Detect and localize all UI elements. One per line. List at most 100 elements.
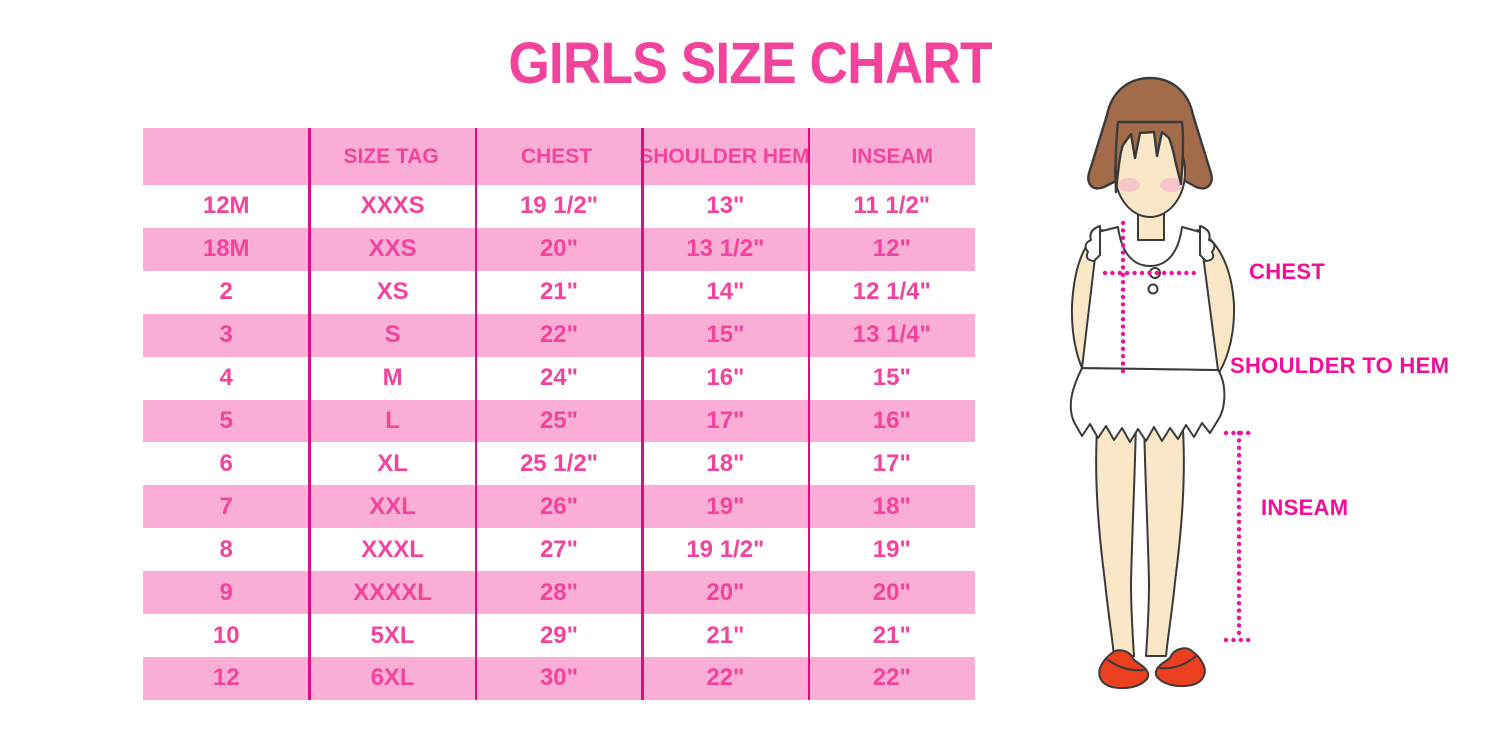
table-cell: 13" <box>706 192 745 220</box>
table-cell: 13 1/4" <box>852 321 931 349</box>
girl-left-ruffle <box>1084 225 1101 262</box>
table-cell: S <box>384 321 401 349</box>
table-cell: M <box>382 364 403 392</box>
table-cell: 4 <box>219 364 233 392</box>
table-cell: 19" <box>872 535 911 563</box>
girl-bangs <box>1114 120 1185 194</box>
table-cell: 16" <box>706 364 745 392</box>
girl-right-ruffle <box>1199 225 1216 262</box>
table-cell: 7 <box>219 492 233 520</box>
column-divider <box>474 128 478 700</box>
page-title: GIRLS SIZE CHART <box>508 31 992 96</box>
girl-top <box>1081 226 1219 371</box>
table-cell: 18" <box>872 492 911 520</box>
column-divider <box>308 128 311 700</box>
table-cell: 6 <box>219 449 233 477</box>
table-cell: XS <box>376 278 409 306</box>
fit-illustration: CHEST SHOULDER TO HEM INSEAM <box>1030 70 1470 735</box>
girl-right-blush <box>1160 178 1182 192</box>
girl-left-shoe-strap <box>1107 659 1145 672</box>
table-cell: 12 <box>212 664 240 692</box>
table-cell: 12M <box>202 192 250 220</box>
table-cell: 26" <box>539 492 579 520</box>
girl-left-leg <box>1095 414 1137 657</box>
inseam-label: INSEAM <box>1261 495 1349 520</box>
shoulder-to-hem-label: SHOULDER TO HEM <box>1230 353 1450 378</box>
table-cell: 15" <box>872 364 911 392</box>
table-row: 12M XXXS 19 1/2" 13" 11 1/2" <box>143 185 975 228</box>
table-cell: 22" <box>539 321 579 349</box>
chest-label: CHEST <box>1249 259 1326 284</box>
table-row: 4 M 24" 16" 15" <box>143 357 975 400</box>
table-cell: 25" <box>539 406 579 434</box>
table-cell: 29" <box>539 621 579 649</box>
table-cell: 21" <box>539 278 579 306</box>
table-cell: 22" <box>872 664 911 692</box>
table-row: 6 XL 25 1/2" 18" 17" <box>143 442 975 485</box>
table-cell: 28" <box>539 578 579 606</box>
girl-right-shoe-strap <box>1159 655 1197 670</box>
table-row: 8 XXXL 27" 19 1/2" 19" <box>143 528 975 571</box>
column-divider <box>807 128 811 700</box>
table-cell: XXXL <box>361 535 424 563</box>
table-body: 12M XXXS 19 1/2" 13" 11 1/2" 18M XXS 20" 13 1/2"… <box>143 185 975 700</box>
column-header: SIZE TAG <box>343 144 439 168</box>
table-header-row: SIZE TAG CHEST SHOULDER HEM INSEAM <box>143 128 975 185</box>
table-cell: 10 <box>212 621 240 649</box>
table-cell: 18M <box>202 235 250 263</box>
table-cell: 18" <box>706 449 745 477</box>
table-cell: 17" <box>706 406 745 434</box>
table-cell: 21" <box>706 621 745 649</box>
table-cell: 30" <box>539 664 579 692</box>
girl-left-blush <box>1118 178 1140 192</box>
table-cell: 2 <box>219 278 233 306</box>
table-row: 10 5XL 29" 21" 21" <box>143 614 975 657</box>
table-cell: 5 <box>219 406 233 434</box>
table-cell: 17" <box>872 449 911 477</box>
table-row: 2 XS 21" 14" 12 1/4" <box>143 271 975 314</box>
table-cell: 9 <box>219 578 233 606</box>
table-cell: 8 <box>219 535 233 563</box>
table-cell: L <box>385 406 400 434</box>
table-cell: 20" <box>872 578 911 606</box>
table-cell: 19" <box>706 492 745 520</box>
table-row: 18M XXS 20" 13 1/2" 12" <box>143 227 975 271</box>
table-cell: 6XL <box>370 664 415 692</box>
table-cell: 27" <box>539 535 579 563</box>
table-row: 3 S 22" 15" 13 1/4" <box>143 313 975 357</box>
table-cell: 12 1/4" <box>852 278 931 306</box>
table-cell: 21" <box>872 621 911 649</box>
table-cell: 11 1/2" <box>853 192 931 220</box>
table-row: 5 L 25" 17" 16" <box>143 399 975 443</box>
column-divider <box>641 128 644 700</box>
table-cell: 25 1/2" <box>519 449 599 477</box>
table-cell: 13 1/2" <box>686 235 765 263</box>
table-cell: 24" <box>539 364 579 392</box>
table-cell: 19 1/2" <box>686 535 765 563</box>
table-cell: XXXS <box>360 192 425 220</box>
table-row: 7 XXL 26" 19" 18" <box>143 485 975 529</box>
girl-figure <box>1069 76 1255 690</box>
girl-left-shoe <box>1098 649 1150 690</box>
table-cell: 20" <box>706 578 745 606</box>
girl-right-leg <box>1143 414 1185 657</box>
table-cell: 3 <box>219 321 233 349</box>
column-header: SHOULDER HEM <box>639 144 810 168</box>
table-cell: XXXXL <box>353 578 432 606</box>
table-cell: 5XL <box>370 621 415 649</box>
table-cell: XXS <box>368 235 417 263</box>
table-cell: XXL <box>369 492 416 520</box>
column-header-empty <box>143 128 308 185</box>
girl-top-button <box>1147 283 1159 295</box>
table-cell: 19 1/2" <box>519 192 599 220</box>
table-cell: 14" <box>706 278 745 306</box>
girl-skirt <box>1069 367 1226 443</box>
column-header: INSEAM <box>851 144 934 168</box>
table-cell: 22" <box>706 664 745 692</box>
column-header: CHEST <box>520 144 593 168</box>
table-cell: 20" <box>539 235 579 263</box>
table-cell: 15" <box>706 321 745 349</box>
table-cell: 12" <box>872 235 911 263</box>
table-cell: 16" <box>872 406 911 434</box>
table-cell: XL <box>377 449 408 477</box>
